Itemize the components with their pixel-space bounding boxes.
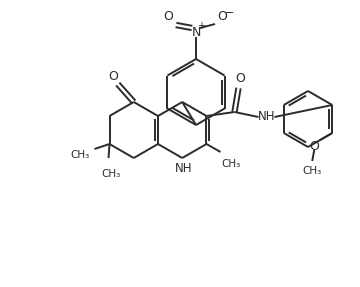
Text: O: O: [108, 69, 118, 82]
Text: O: O: [309, 141, 319, 154]
Text: CH₃: CH₃: [303, 166, 322, 176]
Text: O: O: [235, 73, 246, 86]
Text: +: +: [197, 21, 205, 31]
Text: O: O: [217, 11, 227, 24]
Text: −: −: [225, 8, 235, 18]
Text: O: O: [163, 11, 173, 24]
Text: NH: NH: [258, 110, 275, 123]
Text: CH₃: CH₃: [101, 169, 120, 179]
Text: N: N: [191, 26, 201, 38]
Text: NH: NH: [175, 162, 192, 175]
Text: CH₃: CH₃: [70, 150, 89, 160]
Text: CH₃: CH₃: [222, 159, 241, 169]
